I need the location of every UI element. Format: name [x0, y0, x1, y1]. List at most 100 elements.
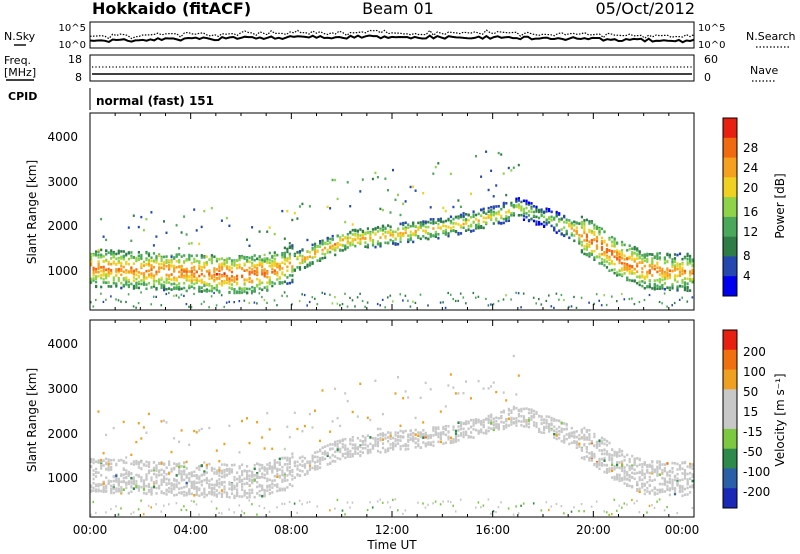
velocity-echo — [228, 472, 231, 475]
power-echo — [651, 257, 654, 260]
power-echo — [220, 275, 224, 278]
power-echo — [517, 199, 520, 202]
power-echo — [225, 257, 229, 261]
power-echo — [595, 237, 599, 240]
velocity-echo — [442, 425, 445, 429]
velocity-echo — [183, 478, 186, 482]
power-echo — [175, 260, 178, 263]
velocity-echo — [102, 490, 105, 494]
power-echo — [286, 295, 288, 298]
velocity-echo — [452, 425, 455, 428]
velocity-echo — [643, 475, 646, 479]
velocity-echo — [668, 470, 671, 473]
power-echo — [371, 242, 375, 245]
power-echo — [482, 220, 485, 224]
power-echo — [608, 237, 611, 241]
velocity-echo — [331, 460, 334, 463]
velocity-echo — [676, 480, 679, 483]
velocity-echo — [147, 462, 151, 466]
power-echo — [522, 199, 526, 203]
power-echo — [286, 258, 289, 262]
velocity-echo — [532, 413, 536, 416]
velocity-echo — [351, 501, 354, 504]
velocity-echo — [371, 506, 374, 509]
velocity-echo — [147, 469, 151, 473]
velocity-echo — [447, 500, 449, 503]
power-echo — [185, 267, 188, 271]
velocity-echo — [505, 418, 508, 422]
velocity-echo — [97, 459, 100, 462]
velocity-echo — [636, 464, 639, 468]
power-echo — [92, 266, 95, 270]
velocity-echo — [95, 490, 98, 493]
velocity-echo — [470, 431, 473, 434]
velocity-echo — [208, 426, 211, 430]
velocity-echo — [651, 460, 654, 464]
power-echo — [183, 215, 186, 218]
velocity-echo — [329, 430, 332, 433]
velocity-echo — [666, 474, 669, 477]
power-echo — [243, 299, 246, 302]
power-echo — [283, 280, 286, 284]
velocity-echo — [646, 490, 649, 493]
power-echo — [230, 263, 234, 266]
velocity-echo — [263, 494, 266, 498]
power-echo — [100, 269, 103, 273]
power-echo — [595, 246, 599, 249]
power-echo — [238, 255, 241, 258]
power-echo — [628, 272, 631, 275]
power-echo — [175, 294, 178, 297]
velocity-echo — [631, 498, 633, 502]
power-echo — [671, 284, 674, 288]
velocity-echo — [193, 480, 196, 483]
power-echo — [266, 301, 268, 304]
velocity-echo — [689, 477, 692, 481]
power-echo — [364, 237, 367, 241]
power-echo — [263, 268, 266, 271]
power-echo — [573, 239, 576, 243]
velocity-echo — [432, 502, 434, 505]
power-echo — [651, 253, 654, 256]
power-cbar-tick-12: 12 — [743, 225, 758, 239]
velocity-echo — [303, 456, 307, 460]
power-echo — [225, 216, 228, 220]
velocity-echo — [281, 471, 284, 474]
velocity-echo — [550, 419, 553, 422]
power-echo — [122, 270, 125, 274]
power-echo — [643, 264, 646, 268]
power-echo — [570, 232, 573, 235]
velocity-echo — [251, 488, 254, 492]
power-echo — [236, 277, 239, 281]
power-echo — [263, 253, 266, 257]
velocity-echo — [532, 502, 535, 505]
velocity-echo — [278, 487, 281, 491]
power-echo — [190, 281, 193, 285]
power-echo — [223, 281, 226, 285]
velocity-echo — [230, 486, 234, 489]
power-echo — [283, 257, 286, 260]
power-echo — [283, 237, 286, 240]
power-echo — [268, 251, 271, 255]
power-echo — [281, 255, 284, 259]
velocity-echo — [522, 420, 526, 423]
power-echo — [538, 298, 540, 301]
velocity-echo — [648, 471, 651, 475]
power-echo — [384, 241, 387, 245]
power-echo — [678, 268, 682, 271]
power-echo — [616, 242, 619, 245]
power-echo — [132, 256, 135, 259]
velocity-echo — [623, 482, 626, 485]
velocity-echo — [515, 417, 518, 420]
power-echo — [527, 201, 531, 205]
power-echo — [301, 261, 304, 265]
velocity-echo — [271, 447, 274, 450]
power-echo — [573, 223, 576, 227]
power-echo — [465, 219, 468, 223]
power-echo — [369, 239, 372, 242]
velocity-echo — [686, 493, 689, 496]
velocity-echo — [462, 435, 465, 439]
velocity-echo — [419, 396, 422, 399]
velocity-echo — [90, 458, 93, 461]
power-echo — [351, 233, 354, 236]
power-echo — [439, 218, 442, 222]
